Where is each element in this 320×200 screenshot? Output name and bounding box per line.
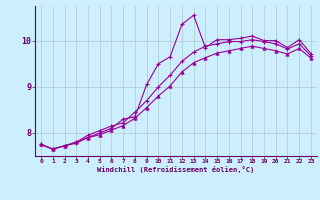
X-axis label: Windchill (Refroidissement éolien,°C): Windchill (Refroidissement éolien,°C) bbox=[97, 166, 255, 173]
